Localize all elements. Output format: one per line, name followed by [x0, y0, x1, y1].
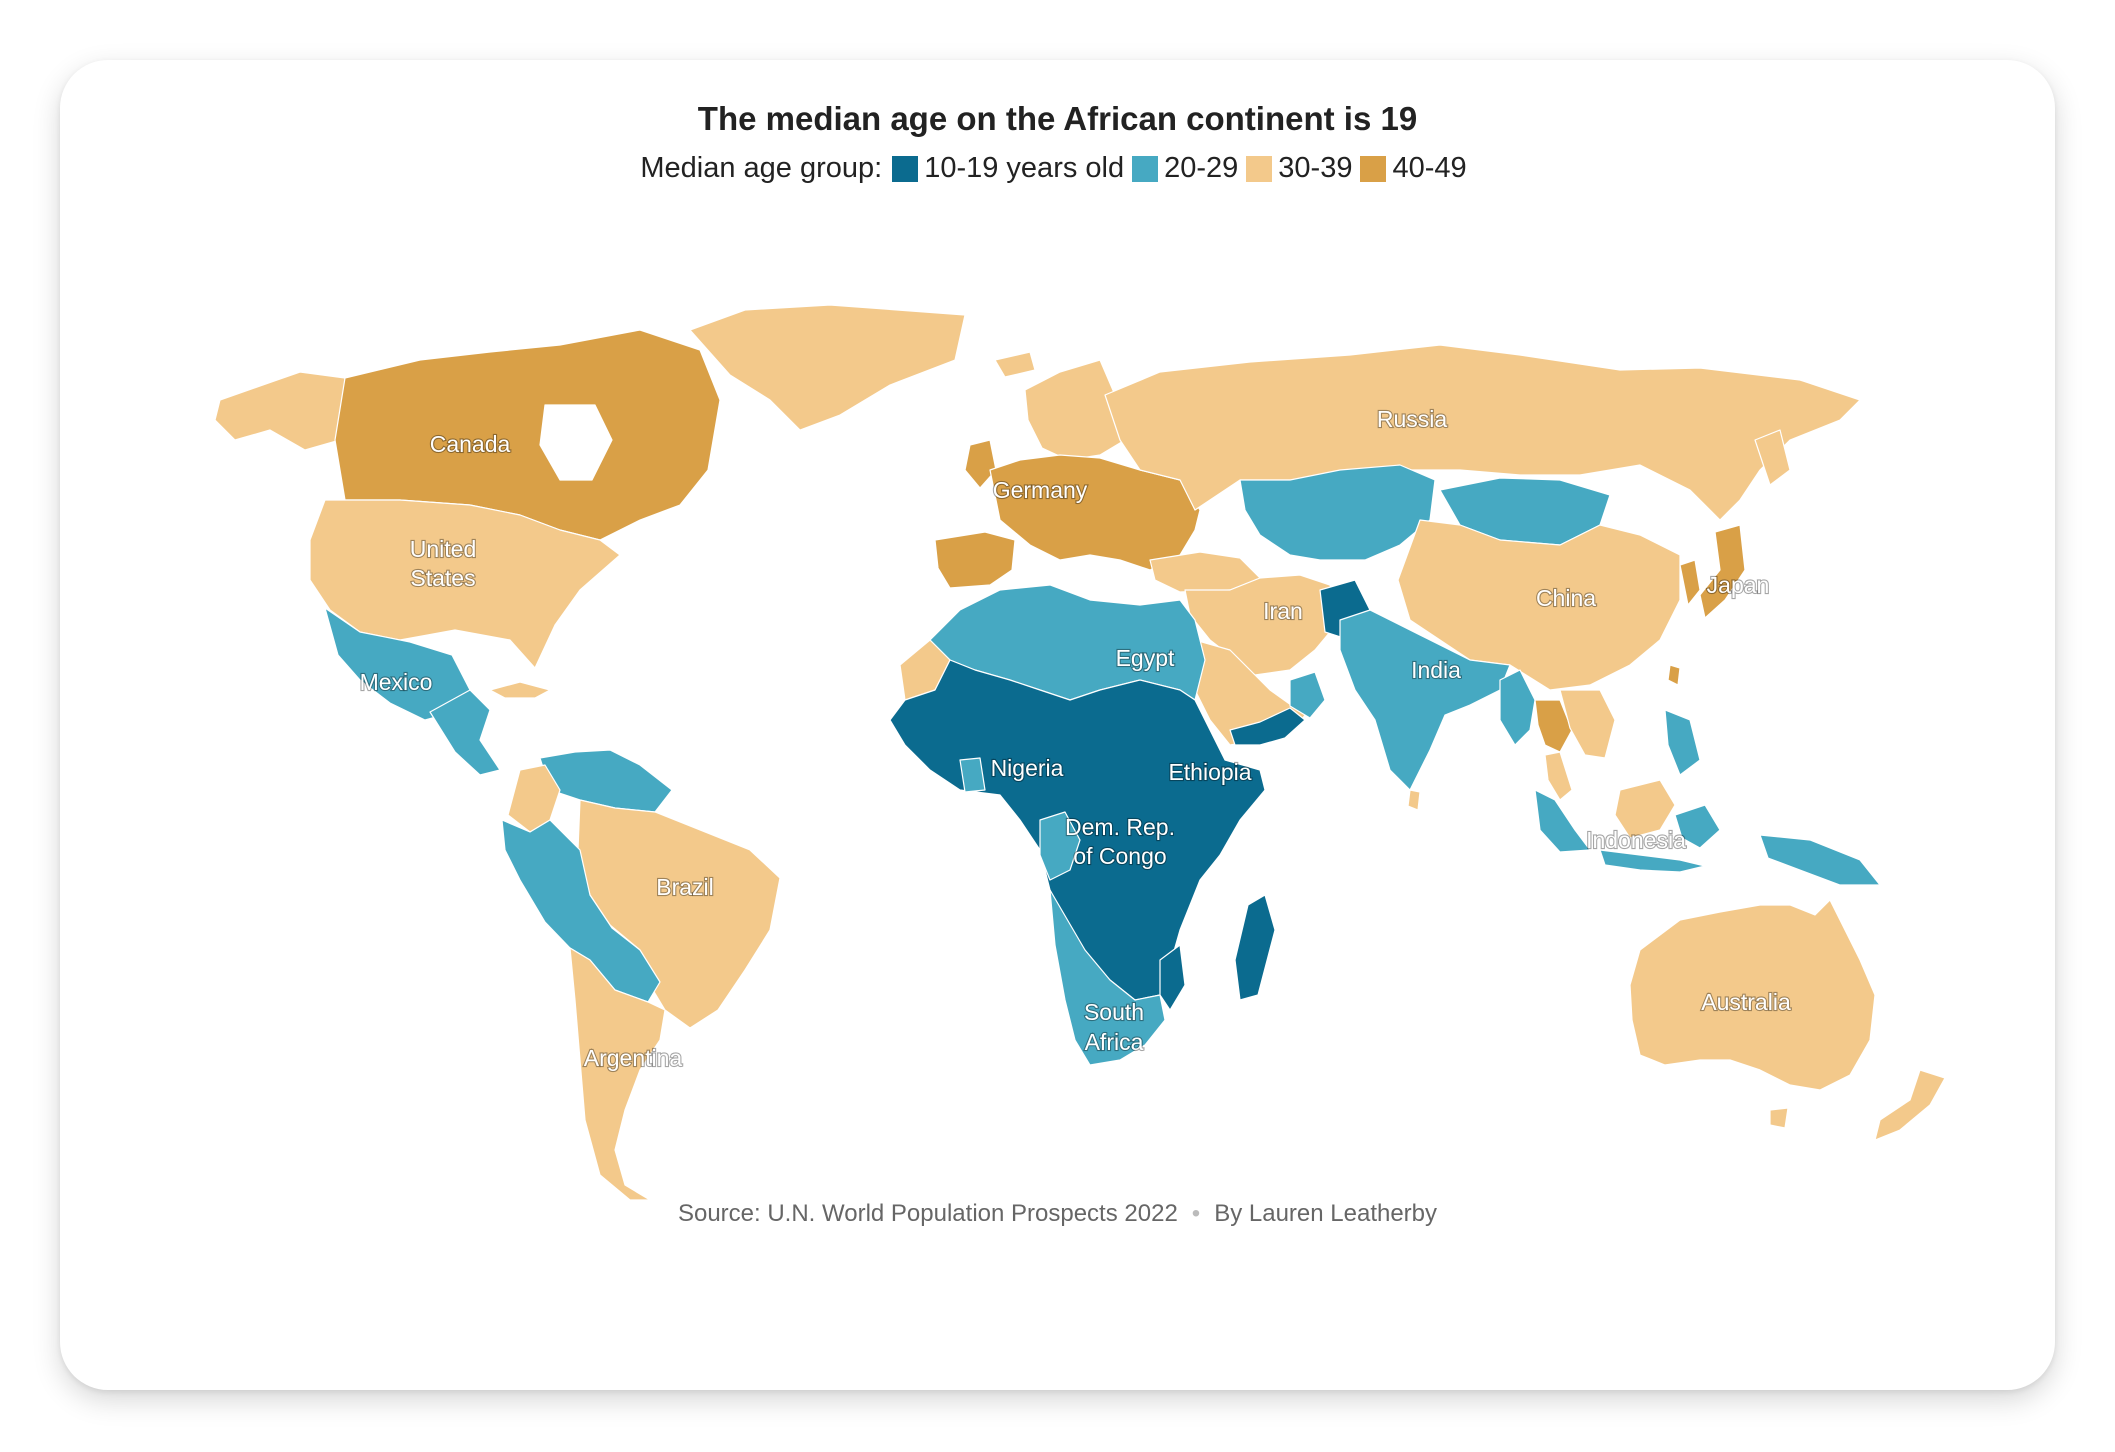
region-russia — [1104, 344, 1861, 521]
region-alaska — [214, 371, 346, 451]
legend-item-40-49: 40-49 — [1360, 152, 1467, 185]
label-brazil: Brazil — [656, 874, 714, 900]
region-tasmania — [1769, 1107, 1789, 1129]
legend-swatch — [1360, 155, 1387, 182]
label-nigeria: Nigeria — [991, 755, 1064, 781]
region-western-europe — [989, 454, 1201, 571]
label-india: India — [1411, 657, 1461, 683]
region-borneo — [1614, 779, 1676, 839]
region-iceland — [994, 351, 1036, 378]
label-china: China — [1536, 585, 1596, 611]
label-mexico: Mexico — [360, 669, 433, 695]
legend-item-label: 20-29 — [1164, 152, 1239, 184]
region-southern-africa — [1049, 889, 1166, 1066]
region-uk — [964, 439, 997, 489]
region-korea — [1679, 559, 1701, 606]
region-japan — [1699, 524, 1746, 619]
region-peru-bolivia — [501, 819, 661, 1003]
label-indonesia: Indonesia — [1586, 827, 1686, 853]
legend-item-20-29: 20-29 — [1132, 152, 1238, 185]
region-sri-lanka — [1407, 789, 1421, 811]
label-australia: Australia — [1701, 989, 1791, 1015]
label-argentina: Argentina — [584, 1045, 683, 1071]
chart-title: The median age on the African continent … — [697, 100, 1418, 137]
legend-item-label: 40-49 — [1392, 152, 1467, 184]
label-egypt: Egypt — [1116, 645, 1175, 671]
legend-label: Median age group: — [640, 152, 883, 184]
region-australia — [1629, 899, 1876, 1091]
region-china — [1397, 519, 1681, 691]
region-cuba — [489, 681, 551, 699]
region-scandinavia — [1024, 359, 1126, 461]
label-drc-line1: Dem. Rep. — [1065, 814, 1175, 840]
footer: Source: U.N. World Population Prospects … — [260, 1200, 1855, 1228]
region-mozambique — [1159, 944, 1186, 1011]
region-central-asia — [1239, 464, 1436, 561]
region-indonesia — [1534, 789, 1721, 873]
label-drc-line2: of Congo — [1073, 843, 1166, 869]
region-myanmar — [1499, 669, 1536, 746]
legend-item-label: 30-39 — [1278, 152, 1353, 184]
legend: Median age group: 10-19 years old 20-29 … — [0, 152, 2115, 185]
label-japan: Japan — [1707, 572, 1770, 598]
footer-separator: • — [1191, 1200, 1201, 1227]
region-papua — [1759, 834, 1881, 886]
byline: By Lauren Leatherby — [1214, 1200, 1438, 1227]
legend-swatch — [892, 155, 919, 182]
region-kamchatka — [1754, 429, 1791, 486]
region-philippines — [1664, 709, 1701, 776]
legend-swatch — [1246, 155, 1273, 182]
label-ethiopia: Ethiopia — [1168, 759, 1251, 785]
label-iran: Iran — [1263, 598, 1303, 624]
region-oman — [1289, 671, 1326, 719]
legend-item-label: 10-19 years old — [924, 152, 1125, 184]
region-malaysia — [1544, 751, 1573, 801]
label-united-states-line1: United — [410, 536, 476, 562]
label-germany: Germany — [993, 477, 1088, 503]
region-argentina-chile — [569, 947, 666, 1201]
region-indochina — [1559, 689, 1616, 759]
label-canada: Canada — [430, 431, 511, 457]
legend-item-10-19: 10-19 years old — [892, 152, 1124, 185]
region-greenland — [689, 304, 966, 431]
region-yemen — [1229, 707, 1306, 746]
label-russia: Russia — [1377, 406, 1448, 432]
region-madagascar — [1234, 894, 1276, 1001]
legend-item-30-39: 30-39 — [1246, 152, 1352, 185]
region-gabon-congo — [1039, 811, 1081, 881]
label-united-states-line2: States — [410, 565, 475, 591]
region-taiwan — [1667, 664, 1681, 686]
source-note: Source: U.N. World Population Prospects … — [677, 1200, 1178, 1227]
legend-swatch — [1132, 155, 1159, 182]
label-south-africa-line1: South — [1084, 999, 1144, 1025]
region-hudson-bay — [539, 404, 613, 481]
region-sahel — [889, 659, 1266, 1001]
region-central-america — [429, 689, 501, 776]
label-south-africa-line2: Africa — [1085, 1029, 1144, 1055]
region-venezuela-guyanas — [539, 749, 673, 813]
region-ghana — [959, 757, 986, 793]
region-united-states — [309, 499, 621, 669]
region-new-zealand — [1874, 1069, 1946, 1141]
region-iberia — [934, 531, 1016, 589]
region-south-asia — [1339, 609, 1511, 791]
